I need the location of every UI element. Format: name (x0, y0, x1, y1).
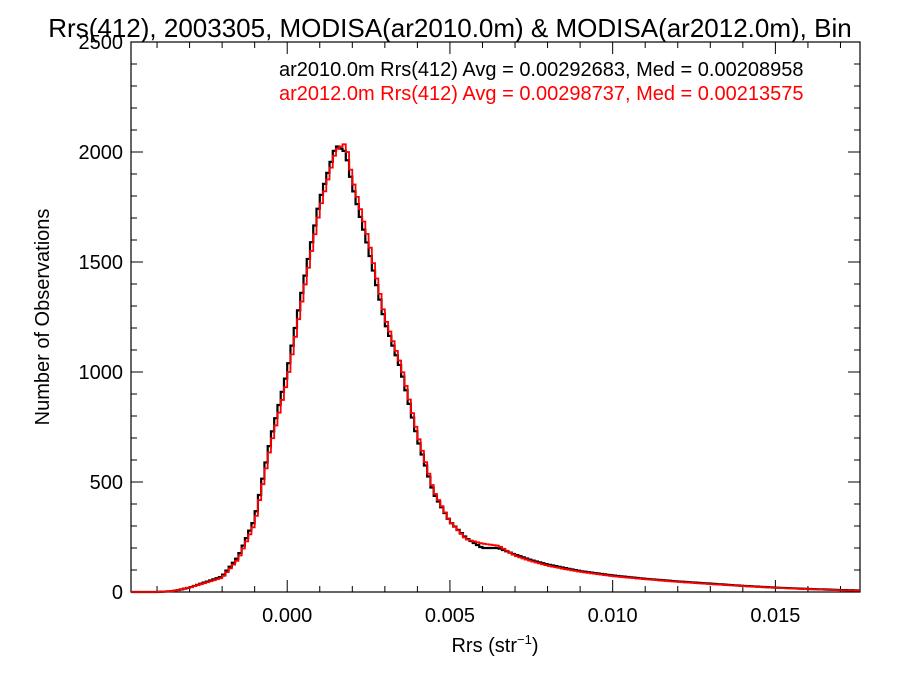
x-tick-label: 0.005 (425, 605, 475, 627)
x-tick-label: 0.000 (262, 605, 312, 627)
x-axis-label-superscript: −1 (517, 632, 532, 647)
y-axis-ticks: 0 500 1000 1500 2000 2500 (79, 32, 860, 604)
legend-entry-ar2012.0m: ar2012.0m Rrs(412) Avg = 0.00298737, Med… (279, 83, 803, 105)
y-tick-label: 1000 (79, 362, 124, 384)
x-axis-label-base: Rrs (str (451, 635, 517, 657)
plot-frame (130, 41, 861, 593)
y-axis-label: Number of Observations (32, 209, 54, 426)
y-tick-label: 2000 (79, 142, 124, 164)
x-axis-label: Rrs (str−1) (451, 632, 538, 657)
histogram-series-ar2012.0m (131, 143, 860, 593)
x-tick-label: 0.015 (750, 605, 800, 627)
legend-entry-ar2010.0m: ar2010.0m Rrs(412) Avg = 0.00292683, Med… (279, 59, 803, 81)
y-tick-label: 500 (90, 472, 123, 494)
chart-title: Rrs(412), 2003305, MODISA(ar2010.0m) & M… (48, 13, 851, 43)
histogram-series-ar2010.0m (131, 145, 860, 594)
x-axis-ticks: 0.000 0.005 0.010 0.015 (156, 42, 841, 627)
plot-area (130, 41, 861, 593)
y-tick-label: 0 (112, 582, 123, 604)
y-tick-label: 1500 (79, 252, 124, 274)
x-tick-label: 0.010 (588, 605, 638, 627)
y-tick-label: 2500 (79, 32, 124, 54)
x-axis-label-close: ) (532, 635, 539, 657)
legend: ar2010.0m Rrs(412) Avg = 0.00292683, Med… (279, 59, 803, 105)
series-layer (131, 143, 860, 594)
